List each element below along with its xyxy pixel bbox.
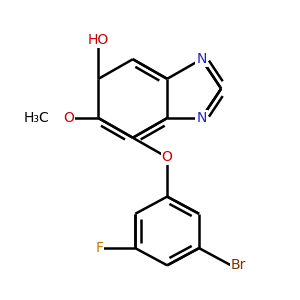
Text: O: O (63, 111, 74, 125)
Text: N: N (196, 52, 207, 66)
Text: H₃C: H₃C (24, 111, 50, 125)
Text: HO: HO (88, 33, 109, 46)
Text: Br: Br (231, 258, 246, 272)
Text: O: O (162, 150, 172, 164)
Text: N: N (196, 111, 207, 125)
Text: F: F (95, 241, 104, 255)
